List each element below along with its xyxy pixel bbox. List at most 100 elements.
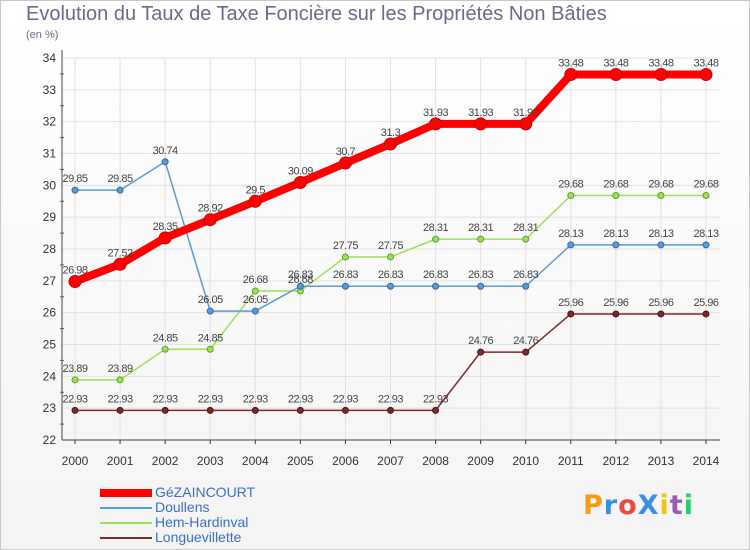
data-point: [71, 376, 79, 384]
y-tick-label: 28: [43, 242, 57, 256]
logo-letter: i: [659, 490, 670, 521]
data-point: [432, 235, 440, 243]
data-label: 22.93: [378, 393, 403, 405]
data-point: [116, 376, 124, 384]
data-point: [432, 406, 440, 414]
data-point: [567, 192, 575, 200]
data-label: 26.05: [198, 294, 223, 306]
chart-subtitle: (en %): [26, 29, 59, 41]
x-tick-label: 2002: [152, 454, 179, 468]
data-point: [161, 158, 169, 166]
data-label: 24.76: [468, 335, 493, 347]
data-label: 28.13: [558, 228, 583, 240]
data-label: 26.83: [423, 269, 448, 281]
legend-item-hem-hardinval: Hem-Hardinval: [100, 514, 320, 531]
data-label: 31.93: [423, 107, 448, 119]
data-label: 22.93: [288, 393, 313, 405]
data-label: 23.89: [62, 363, 87, 375]
data-label: 30.09: [288, 165, 313, 177]
data-point: [522, 235, 530, 243]
data-label: 22.93: [243, 393, 268, 405]
data-label: 24.85: [153, 332, 178, 344]
x-tick-label: 2000: [62, 454, 89, 468]
data-point: [567, 310, 575, 318]
logo-letter: P: [583, 490, 604, 521]
legend-label-doullens: Doullens: [155, 499, 210, 515]
data-label: 22.93: [62, 393, 87, 405]
data-point: [71, 186, 79, 194]
data-label: 29.85: [108, 173, 133, 185]
data-point: [429, 117, 443, 131]
legend-item-doullens: Doullens: [100, 499, 320, 516]
axis-layer: 22 23 24 25 26 27 28 29 30 31 32 33 34 2000 2001 2002 20…: [43, 50, 720, 468]
data-point: [612, 310, 620, 318]
y-tick-label: 23: [43, 401, 57, 415]
legend-label-hem-hardinval: Hem-Hardinval: [155, 514, 249, 530]
data-point: [338, 156, 352, 170]
legend-swatch-gezaincourt: [100, 489, 152, 497]
legend-item-gezaincourt: GéZAINCOURT: [100, 484, 320, 501]
x-tick-label: 2013: [648, 454, 675, 468]
logo-letter: r: [603, 490, 619, 521]
data-point: [432, 282, 440, 290]
data-label: 26.83: [513, 269, 538, 281]
data-label: 29.68: [558, 179, 583, 191]
x-tick-label: 2014: [693, 454, 720, 468]
data-point: [161, 345, 169, 353]
data-point: [116, 186, 124, 194]
data-point: [474, 117, 488, 131]
data-label: 28.31: [423, 222, 448, 234]
data-point: [296, 406, 304, 414]
data-point: [251, 287, 259, 295]
logo-letter: t: [669, 490, 684, 521]
x-tick-label: 2009: [467, 454, 494, 468]
logo-letter: o: [618, 490, 638, 521]
data-label: 29.85: [62, 173, 87, 185]
data-label: 24.76: [513, 335, 538, 347]
data-label: 26.68: [243, 274, 268, 286]
data-label: 22.93: [108, 393, 133, 405]
data-point: [116, 406, 124, 414]
data-point: [341, 406, 349, 414]
data-label: 31.93: [468, 107, 493, 119]
data-label: 22.93: [333, 393, 358, 405]
data-label: 29.68: [648, 179, 673, 191]
data-label: 24.85: [198, 332, 223, 344]
data-point: [206, 406, 214, 414]
data-point: [113, 257, 127, 271]
data-point: [384, 137, 397, 151]
y-tick-label: 33: [43, 83, 57, 97]
data-label: 26.83: [378, 269, 403, 281]
data-label: 26.83: [288, 269, 313, 281]
data-point: [702, 192, 710, 200]
y-tick-label: 29: [43, 210, 57, 224]
legend-swatch-doullens: [100, 507, 152, 509]
data-label: 33.48: [558, 58, 583, 70]
x-tick-label: 2010: [512, 454, 539, 468]
data-point: [522, 282, 530, 290]
y-tick-label: 32: [43, 115, 57, 129]
data-label: 29.68: [603, 179, 628, 191]
x-tick-label: 2006: [332, 454, 359, 468]
data-point: [519, 117, 533, 131]
data-point: [702, 241, 710, 249]
y-tick-label: 26: [43, 306, 57, 320]
x-tick-label: 2007: [377, 454, 404, 468]
data-label: 25.96: [648, 297, 673, 309]
x-tick-label: 2004: [242, 454, 269, 468]
y-tick-label: 24: [43, 369, 57, 383]
data-point: [612, 192, 620, 200]
logo-letter: i: [683, 490, 694, 521]
data-point: [206, 345, 214, 353]
data-label: 31.93: [513, 107, 538, 119]
data-label: 22.93: [198, 393, 223, 405]
data-point: [341, 253, 349, 261]
x-tick-label: 2005: [287, 454, 314, 468]
data-label: 27.75: [378, 240, 403, 252]
data-label: 30.74: [153, 145, 178, 157]
data-point: [387, 253, 394, 261]
data-label: 23.89: [108, 363, 133, 375]
data-point: [522, 348, 530, 356]
